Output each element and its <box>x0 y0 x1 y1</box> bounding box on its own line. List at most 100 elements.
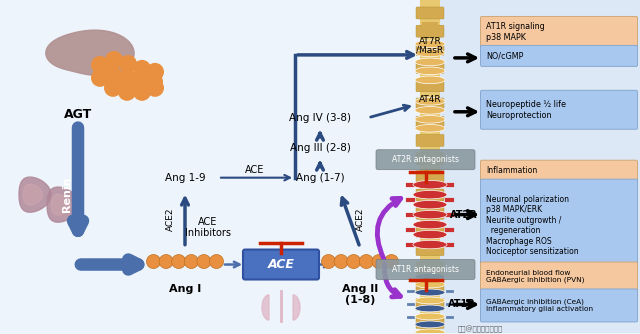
Circle shape <box>172 255 186 269</box>
Circle shape <box>133 83 151 101</box>
FancyBboxPatch shape <box>416 134 444 146</box>
Circle shape <box>372 255 386 269</box>
Text: ACE: ACE <box>268 258 294 271</box>
Circle shape <box>119 81 137 99</box>
Circle shape <box>118 83 136 101</box>
Circle shape <box>119 55 137 73</box>
Text: 頭條@投必得論文編譯: 頭條@投必得論文編譯 <box>458 326 502 333</box>
FancyBboxPatch shape <box>481 16 637 47</box>
FancyBboxPatch shape <box>481 160 637 181</box>
Text: Ang III (2-8): Ang III (2-8) <box>289 143 351 153</box>
Ellipse shape <box>413 190 447 199</box>
Text: Neuropeptide ½ life
Neuroprotection: Neuropeptide ½ life Neuroprotection <box>486 100 566 120</box>
Text: AT2R antagonists: AT2R antagonists <box>392 155 460 164</box>
Text: (1-8): (1-8) <box>345 296 375 306</box>
Text: AT4R: AT4R <box>419 95 442 104</box>
Text: AT2R: AT2R <box>450 210 477 220</box>
Text: /MasR: /MasR <box>417 45 444 54</box>
FancyBboxPatch shape <box>416 243 444 256</box>
Circle shape <box>184 255 198 269</box>
FancyBboxPatch shape <box>376 150 475 170</box>
FancyBboxPatch shape <box>416 298 444 310</box>
FancyBboxPatch shape <box>416 207 444 219</box>
Ellipse shape <box>415 125 445 132</box>
Ellipse shape <box>415 297 445 304</box>
Polygon shape <box>51 194 70 215</box>
Text: Ang (1-7): Ang (1-7) <box>296 173 344 183</box>
Ellipse shape <box>413 200 447 209</box>
Text: ACE: ACE <box>245 165 265 175</box>
Polygon shape <box>46 30 134 75</box>
Ellipse shape <box>415 329 445 334</box>
Circle shape <box>91 56 109 74</box>
Text: Ang IV (3-8): Ang IV (3-8) <box>289 113 351 123</box>
FancyBboxPatch shape <box>416 153 444 165</box>
Circle shape <box>132 72 150 90</box>
Text: AT1R: AT1R <box>448 300 476 310</box>
Circle shape <box>147 255 161 269</box>
FancyBboxPatch shape <box>481 262 637 291</box>
Circle shape <box>334 255 348 269</box>
Polygon shape <box>262 295 269 320</box>
Polygon shape <box>19 177 51 212</box>
Circle shape <box>321 255 335 269</box>
FancyBboxPatch shape <box>416 171 444 183</box>
Text: NO/cGMP: NO/cGMP <box>486 51 524 60</box>
FancyBboxPatch shape <box>416 262 444 274</box>
Circle shape <box>104 79 122 97</box>
Polygon shape <box>293 295 300 320</box>
Bar <box>0 0 420 333</box>
FancyBboxPatch shape <box>416 189 444 201</box>
FancyBboxPatch shape <box>416 225 444 237</box>
Circle shape <box>385 255 399 269</box>
Circle shape <box>146 79 164 97</box>
Ellipse shape <box>413 180 447 189</box>
FancyBboxPatch shape <box>416 7 444 19</box>
Circle shape <box>347 255 361 269</box>
Circle shape <box>209 255 223 269</box>
Ellipse shape <box>413 240 447 249</box>
Ellipse shape <box>413 210 447 219</box>
FancyBboxPatch shape <box>481 179 637 272</box>
Ellipse shape <box>415 76 445 84</box>
FancyBboxPatch shape <box>481 45 637 66</box>
Circle shape <box>91 69 109 87</box>
FancyBboxPatch shape <box>481 90 637 129</box>
Polygon shape <box>47 187 79 222</box>
Ellipse shape <box>415 98 445 105</box>
Circle shape <box>133 60 151 78</box>
Circle shape <box>145 73 163 91</box>
Bar <box>420 0 640 333</box>
Circle shape <box>104 66 122 84</box>
FancyBboxPatch shape <box>416 43 444 55</box>
Circle shape <box>197 255 211 269</box>
FancyBboxPatch shape <box>416 116 444 128</box>
FancyBboxPatch shape <box>376 260 475 280</box>
Circle shape <box>146 63 164 81</box>
Text: AGT: AGT <box>64 108 92 121</box>
Text: Renin: Renin <box>62 177 72 212</box>
Text: Ang I: Ang I <box>169 285 201 295</box>
Circle shape <box>159 255 173 269</box>
Ellipse shape <box>415 40 445 48</box>
FancyBboxPatch shape <box>416 61 444 73</box>
Ellipse shape <box>413 220 447 229</box>
Ellipse shape <box>415 58 445 66</box>
Text: AT7R: AT7R <box>419 37 442 46</box>
FancyBboxPatch shape <box>416 98 444 110</box>
FancyBboxPatch shape <box>416 280 444 292</box>
Ellipse shape <box>415 107 445 114</box>
Text: AT1R antagonists: AT1R antagonists <box>392 265 460 274</box>
Text: ACE
Inhibitors: ACE Inhibitors <box>185 217 231 238</box>
FancyBboxPatch shape <box>416 80 444 92</box>
FancyBboxPatch shape <box>481 289 637 322</box>
Ellipse shape <box>415 289 445 296</box>
Ellipse shape <box>413 230 447 239</box>
Circle shape <box>105 51 123 69</box>
Ellipse shape <box>415 305 445 312</box>
Text: ACE2: ACE2 <box>166 208 175 231</box>
Bar <box>420 0 440 333</box>
Text: ACE2: ACE2 <box>355 208 365 231</box>
Ellipse shape <box>415 67 445 75</box>
FancyBboxPatch shape <box>416 25 444 37</box>
